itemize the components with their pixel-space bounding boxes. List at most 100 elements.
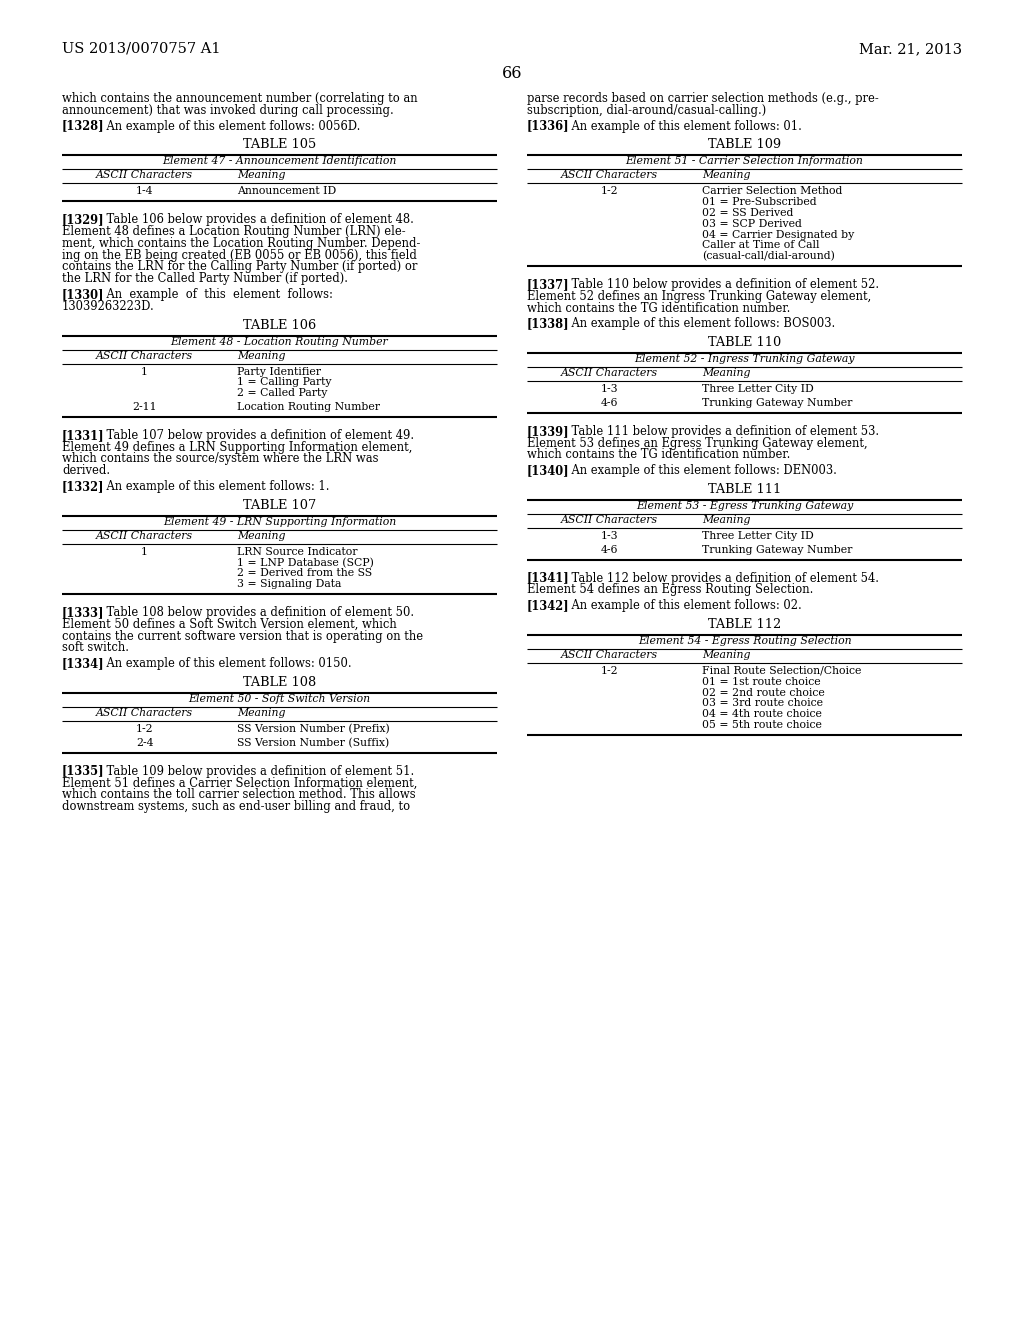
Text: [1334]: [1334] (62, 657, 104, 671)
Text: ASCII Characters: ASCII Characters (561, 368, 658, 379)
Text: An example of this element follows: BOS003.: An example of this element follows: BOS0… (557, 317, 836, 330)
Text: Meaning: Meaning (238, 708, 286, 718)
Text: ing on the EB being created (EB 0055 or EB 0056), this field: ing on the EB being created (EB 0055 or … (62, 248, 417, 261)
Text: An example of this element follows: 0056D.: An example of this element follows: 0056… (92, 120, 360, 132)
Text: 2 = Derived from the SS: 2 = Derived from the SS (238, 569, 373, 578)
Text: Location Routing Number: Location Routing Number (238, 403, 380, 412)
Text: 04 = 4th route choice: 04 = 4th route choice (702, 709, 822, 719)
Text: ASCII Characters: ASCII Characters (561, 515, 658, 525)
Text: ASCII Characters: ASCII Characters (561, 170, 658, 181)
Text: which contains the announcement number (correlating to an: which contains the announcement number (… (62, 92, 418, 106)
Text: Meaning: Meaning (702, 170, 751, 181)
Text: 1: 1 (141, 367, 148, 376)
Text: soft switch.: soft switch. (62, 642, 129, 655)
Text: announcement) that was invoked during call processing.: announcement) that was invoked during ca… (62, 104, 394, 116)
Text: [1340]: [1340] (527, 465, 569, 478)
Text: Party Identifier: Party Identifier (238, 367, 322, 376)
Text: Announcement ID: Announcement ID (238, 186, 337, 197)
Text: [1330]: [1330] (62, 288, 104, 301)
Text: TABLE 111: TABLE 111 (708, 483, 781, 496)
Text: Meaning: Meaning (702, 649, 751, 660)
Text: Table 107 below provides a definition of element 49.: Table 107 below provides a definition of… (92, 429, 415, 442)
Text: downstream systems, such as end-user billing and fraud, to: downstream systems, such as end-user bil… (62, 800, 411, 813)
Text: Element 49 defines a LRN Supporting Information element,: Element 49 defines a LRN Supporting Info… (62, 441, 413, 454)
Text: [1338]: [1338] (527, 317, 569, 330)
Text: Mar. 21, 2013: Mar. 21, 2013 (859, 42, 962, 55)
Text: 05 = 5th route choice: 05 = 5th route choice (702, 719, 822, 730)
Text: Element 50 - Soft Switch Version: Element 50 - Soft Switch Version (188, 694, 371, 704)
Text: An  example  of  this  element  follows:: An example of this element follows: (92, 288, 333, 301)
Text: 4-6: 4-6 (601, 399, 618, 408)
Text: Element 54 - Egress Routing Selection: Element 54 - Egress Routing Selection (638, 636, 851, 645)
Text: Element 51 defines a Carrier Selection Information element,: Element 51 defines a Carrier Selection I… (62, 776, 418, 789)
Text: SS Version Number (Suffix): SS Version Number (Suffix) (238, 738, 389, 748)
Text: Trunking Gateway Number: Trunking Gateway Number (702, 545, 853, 554)
Text: An example of this element follows: 0150.: An example of this element follows: 0150… (92, 657, 352, 671)
Text: Meaning: Meaning (238, 351, 286, 360)
Text: TABLE 112: TABLE 112 (708, 618, 781, 631)
Text: 03 = SCP Derived: 03 = SCP Derived (702, 219, 802, 228)
Text: contains the current software version that is operating on the: contains the current software version th… (62, 630, 423, 643)
Text: TABLE 105: TABLE 105 (243, 139, 316, 152)
Text: Meaning: Meaning (702, 368, 751, 379)
Text: (casual-call/dial-around): (casual-call/dial-around) (702, 251, 836, 261)
Text: TABLE 109: TABLE 109 (708, 139, 781, 152)
Text: 1-4: 1-4 (136, 186, 154, 197)
Text: 1 = Calling Party: 1 = Calling Party (238, 378, 332, 387)
Text: 66: 66 (502, 65, 522, 82)
Text: 2-4: 2-4 (136, 738, 154, 748)
Text: 01 = Pre-Subscribed: 01 = Pre-Subscribed (702, 197, 817, 207)
Text: which contains the source/system where the LRN was: which contains the source/system where t… (62, 453, 379, 466)
Text: Table 109 below provides a definition of element 51.: Table 109 below provides a definition of… (92, 764, 415, 777)
Text: 1-2: 1-2 (601, 667, 618, 676)
Text: contains the LRN for the Calling Party Number (if ported) or: contains the LRN for the Calling Party N… (62, 260, 418, 273)
Text: TABLE 108: TABLE 108 (243, 676, 316, 689)
Text: [1333]: [1333] (62, 606, 104, 619)
Text: ment, which contains the Location Routing Number. Depend-: ment, which contains the Location Routin… (62, 236, 421, 249)
Text: [1337]: [1337] (527, 279, 569, 290)
Text: parse records based on carrier selection methods (e.g., pre-: parse records based on carrier selection… (527, 92, 879, 106)
Text: Element 54 defines an Egress Routing Selection.: Element 54 defines an Egress Routing Sel… (527, 583, 813, 597)
Text: Meaning: Meaning (238, 531, 286, 541)
Text: Element 50 defines a Soft Switch Version element, which: Element 50 defines a Soft Switch Version… (62, 618, 396, 631)
Text: Table 106 below provides a definition of element 48.: Table 106 below provides a definition of… (92, 214, 414, 226)
Text: [1342]: [1342] (527, 599, 569, 612)
Text: [1328]: [1328] (62, 120, 104, 132)
Text: Element 51 - Carrier Selection Information: Element 51 - Carrier Selection Informati… (626, 156, 863, 166)
Text: derived.: derived. (62, 465, 111, 478)
Text: ASCII Characters: ASCII Characters (96, 531, 194, 541)
Text: LRN Source Indicator: LRN Source Indicator (238, 546, 357, 557)
Text: subscription, dial-around/casual-calling.): subscription, dial-around/casual-calling… (527, 104, 766, 116)
Text: Three Letter City ID: Three Letter City ID (702, 531, 814, 541)
Text: Meaning: Meaning (702, 515, 751, 525)
Text: [1339]: [1339] (527, 425, 569, 438)
Text: Element 48 defines a Location Routing Number (LRN) ele-: Element 48 defines a Location Routing Nu… (62, 224, 406, 238)
Text: An example of this element follows: 01.: An example of this element follows: 01. (557, 120, 802, 132)
Text: which contains the TG identification number.: which contains the TG identification num… (527, 449, 791, 462)
Text: which contains the toll carrier selection method. This allows: which contains the toll carrier selectio… (62, 788, 416, 801)
Text: Element 47 - Announcement Identification: Element 47 - Announcement Identification (163, 156, 396, 166)
Text: 1-3: 1-3 (601, 384, 618, 395)
Text: 1 = LNP Database (SCP): 1 = LNP Database (SCP) (238, 557, 374, 568)
Text: 2 = Called Party: 2 = Called Party (238, 388, 328, 399)
Text: Element 53 - Egress Trunking Gateway: Element 53 - Egress Trunking Gateway (636, 502, 853, 511)
Text: [1336]: [1336] (527, 120, 569, 132)
Text: Three Letter City ID: Three Letter City ID (702, 384, 814, 395)
Text: TABLE 106: TABLE 106 (243, 318, 316, 331)
Text: Element 49 - LRN Supporting Information: Element 49 - LRN Supporting Information (163, 517, 396, 527)
Text: ASCII Characters: ASCII Characters (96, 708, 194, 718)
Text: ASCII Characters: ASCII Characters (96, 351, 194, 360)
Text: TABLE 107: TABLE 107 (243, 499, 316, 512)
Text: 03 = 3rd route choice: 03 = 3rd route choice (702, 698, 823, 709)
Text: [1332]: [1332] (62, 480, 104, 492)
Text: 1-2: 1-2 (601, 186, 618, 197)
Text: Element 48 - Location Routing Number: Element 48 - Location Routing Number (171, 337, 388, 347)
Text: Carrier Selection Method: Carrier Selection Method (702, 186, 843, 197)
Text: 1: 1 (141, 546, 148, 557)
Text: Trunking Gateway Number: Trunking Gateway Number (702, 399, 853, 408)
Text: Element 52 defines an Ingress Trunking Gateway element,: Element 52 defines an Ingress Trunking G… (527, 290, 871, 302)
Text: [1341]: [1341] (527, 572, 569, 585)
Text: 01 = 1st route choice: 01 = 1st route choice (702, 677, 821, 686)
Text: Table 110 below provides a definition of element 52.: Table 110 below provides a definition of… (557, 279, 880, 290)
Text: the LRN for the Called Party Number (if ported).: the LRN for the Called Party Number (if … (62, 272, 348, 285)
